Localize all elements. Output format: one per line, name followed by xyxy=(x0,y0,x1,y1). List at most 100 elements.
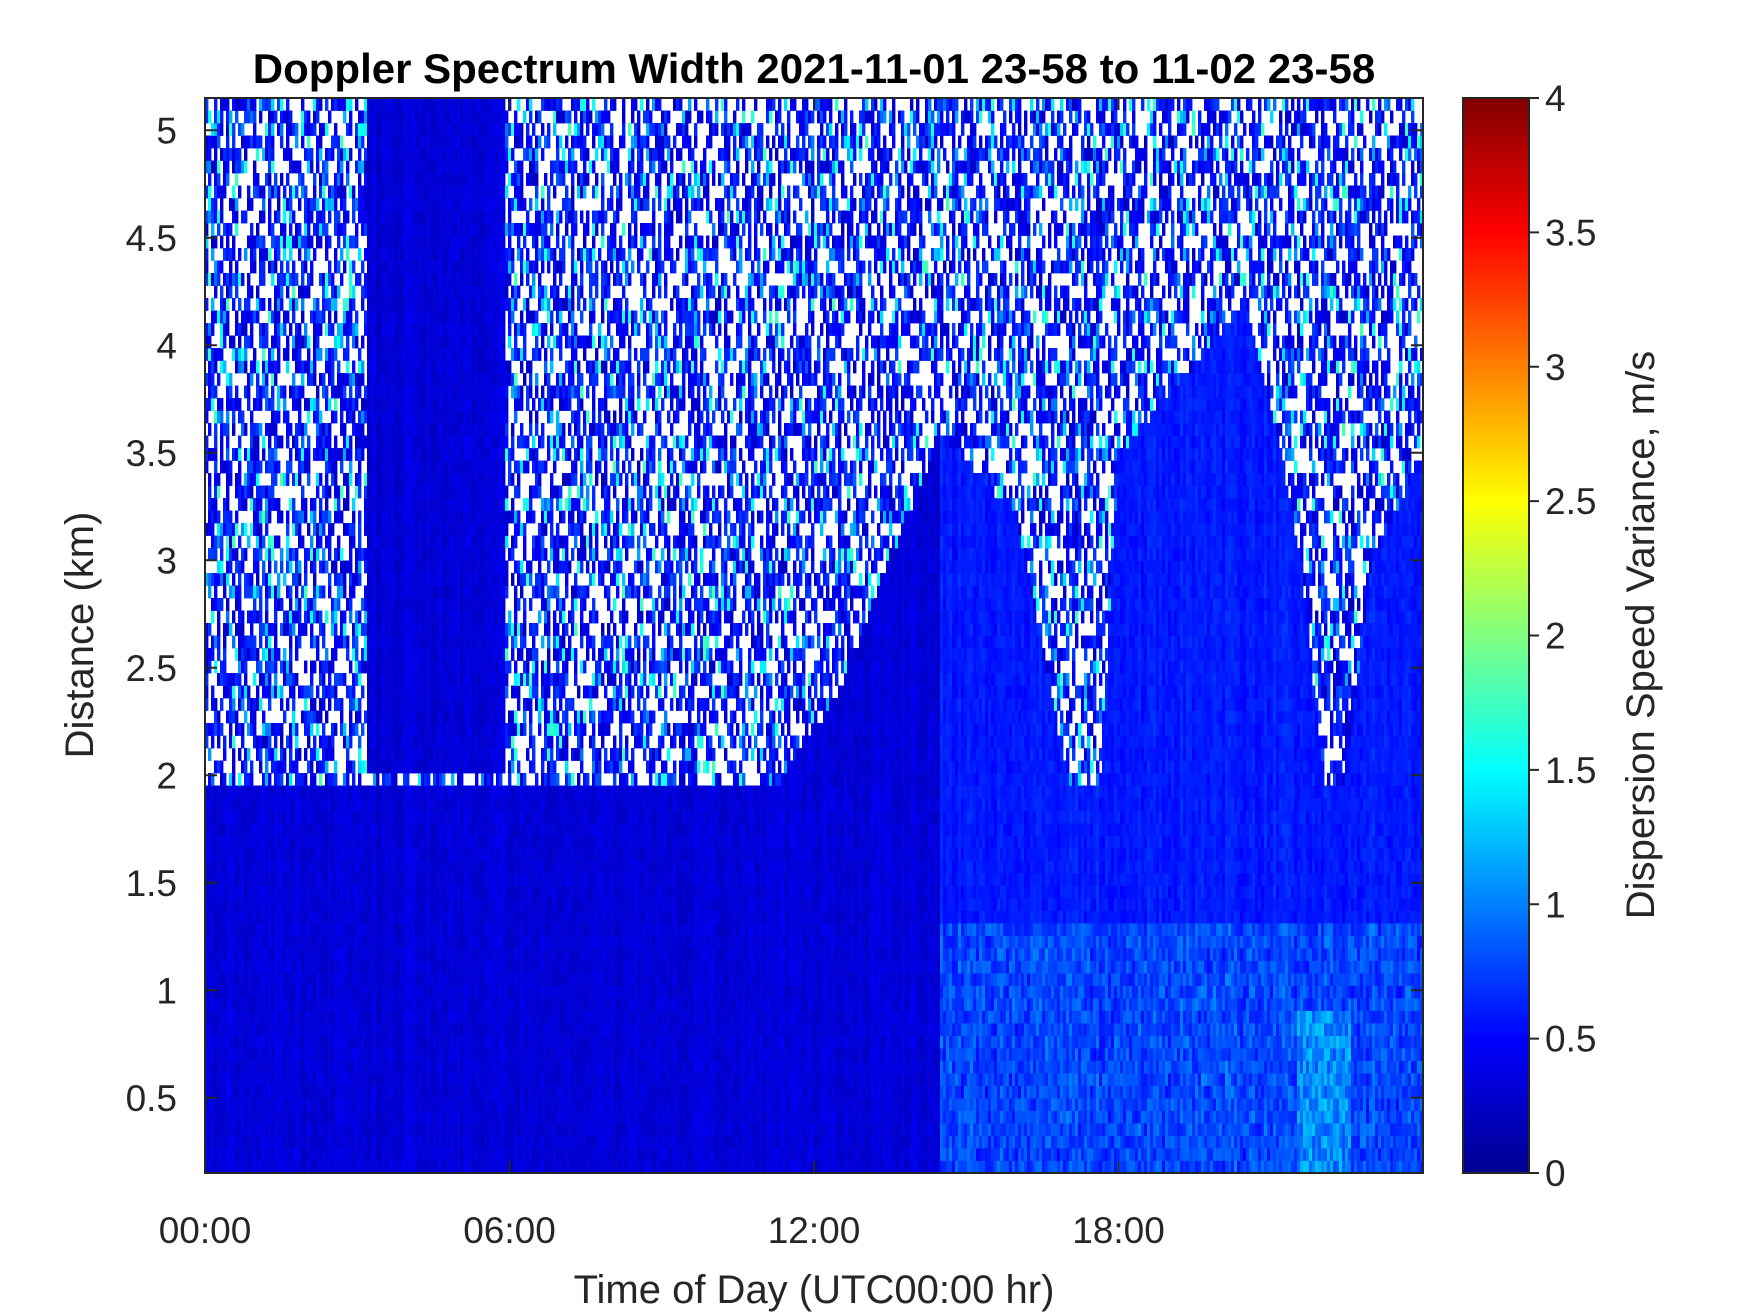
heatmap-cell xyxy=(271,861,274,874)
heatmap-cell xyxy=(292,286,295,299)
heatmap-cell xyxy=(232,761,235,774)
heatmap-cell xyxy=(337,1073,340,1086)
heatmap-cell xyxy=(409,1048,412,1061)
heatmap-cell xyxy=(280,1048,283,1061)
heatmap-cell xyxy=(316,423,319,436)
heatmap-cell xyxy=(376,1086,379,1099)
heatmap-cell xyxy=(373,98,376,111)
heatmap-cell xyxy=(244,161,247,174)
heatmap-cell xyxy=(370,611,373,624)
heatmap-cell xyxy=(319,311,322,324)
heatmap-cell xyxy=(409,911,412,924)
heatmap-cell xyxy=(364,286,367,299)
heatmap-cell xyxy=(394,511,397,524)
heatmap-cell xyxy=(418,398,421,411)
heatmap-cell xyxy=(415,261,418,274)
heatmap-cell xyxy=(280,623,283,636)
heatmap-cell xyxy=(361,398,364,411)
heatmap-cell xyxy=(274,798,277,811)
heatmap-cell xyxy=(214,423,217,436)
heatmap-cell xyxy=(379,1061,382,1074)
heatmap-cell xyxy=(367,998,370,1011)
heatmap-cell xyxy=(319,873,322,886)
heatmap-cell xyxy=(346,336,349,349)
heatmap-cell xyxy=(214,761,217,774)
heatmap-cell xyxy=(250,623,253,636)
heatmap-cell xyxy=(310,961,313,974)
heatmap-cell xyxy=(241,311,244,324)
heatmap-cell xyxy=(400,361,403,374)
heatmap-cell xyxy=(370,998,373,1011)
heatmap-cell xyxy=(325,423,328,436)
heatmap-cell xyxy=(292,311,295,324)
heatmap-cell xyxy=(340,461,343,474)
heatmap-cell xyxy=(319,923,322,936)
heatmap-cell xyxy=(394,173,397,186)
heatmap-cell xyxy=(388,636,391,649)
heatmap-cell xyxy=(271,748,274,761)
heatmap-cell xyxy=(280,848,283,861)
heatmap-cell xyxy=(208,1086,211,1099)
heatmap-cell xyxy=(235,1023,238,1036)
heatmap-cell xyxy=(361,898,364,911)
heatmap-cell xyxy=(265,636,268,649)
heatmap-cell xyxy=(313,398,316,411)
heatmap-cell xyxy=(376,411,379,424)
heatmap-cell xyxy=(412,1011,415,1024)
heatmap-cell xyxy=(391,361,394,374)
heatmap-cell xyxy=(382,586,385,599)
heatmap-cell xyxy=(283,986,286,999)
heatmap-cell xyxy=(325,1148,328,1161)
heatmap-cell xyxy=(409,398,412,411)
heatmap-cell xyxy=(385,661,388,674)
heatmap-cell xyxy=(418,598,421,611)
heatmap-cell xyxy=(274,211,277,224)
heatmap-cell xyxy=(346,936,349,949)
heatmap-cell xyxy=(268,1048,271,1061)
heatmap-cell xyxy=(238,886,241,899)
heatmap-cell xyxy=(391,761,394,774)
heatmap-cell xyxy=(373,823,376,836)
heatmap-cell xyxy=(334,561,337,574)
heatmap-cell xyxy=(370,623,373,636)
heatmap-cell xyxy=(337,1011,340,1024)
heatmap-cell xyxy=(379,586,382,599)
heatmap-cell xyxy=(298,786,301,799)
heatmap-cell xyxy=(283,148,286,161)
heatmap-cell xyxy=(337,448,340,461)
heatmap-cell xyxy=(253,823,256,836)
heatmap-cell xyxy=(388,873,391,886)
heatmap-cell xyxy=(370,636,373,649)
heatmap-cell xyxy=(256,786,259,799)
heatmap-cell xyxy=(289,686,292,699)
heatmap-cell xyxy=(319,1148,322,1161)
heatmap-cell xyxy=(349,236,352,249)
heatmap-cell xyxy=(397,936,400,949)
heatmap-cell xyxy=(382,748,385,761)
heatmap-cell xyxy=(238,1048,241,1061)
heatmap-cell xyxy=(337,1111,340,1124)
heatmap-cell xyxy=(328,461,331,474)
heatmap-cell xyxy=(349,873,352,886)
heatmap-cell xyxy=(382,361,385,374)
heatmap-cell xyxy=(325,273,328,286)
heatmap-cell xyxy=(388,561,391,574)
heatmap-cell xyxy=(280,598,283,611)
heatmap-cell xyxy=(406,386,409,399)
heatmap-cell xyxy=(373,1148,376,1161)
heatmap-cell xyxy=(415,1073,418,1086)
heatmap-cell xyxy=(406,348,409,361)
heatmap-cell xyxy=(325,298,328,311)
heatmap-cell xyxy=(391,811,394,824)
heatmap-cell xyxy=(406,923,409,936)
heatmap-cell xyxy=(367,623,370,636)
heatmap-cell xyxy=(313,573,316,586)
heatmap-cell xyxy=(289,1036,292,1049)
heatmap-cell xyxy=(340,548,343,561)
heatmap-cell xyxy=(334,686,337,699)
heatmap-cell xyxy=(241,661,244,674)
heatmap-cell xyxy=(280,1023,283,1036)
heatmap-cell xyxy=(385,748,388,761)
heatmap-cell xyxy=(259,273,262,286)
heatmap-cell xyxy=(262,648,265,661)
